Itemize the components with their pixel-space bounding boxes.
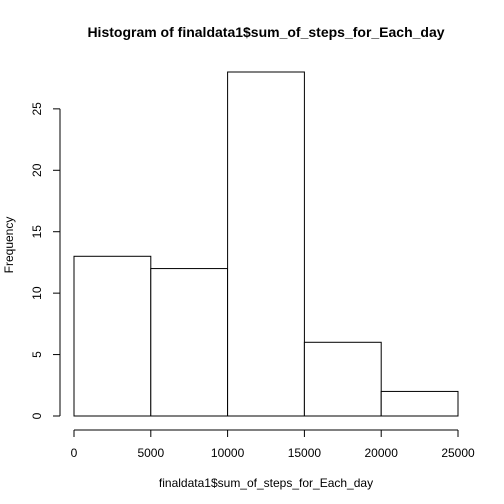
x-axis: 0 5000 10000 15000 20000 25000 [71, 429, 475, 460]
histogram-bar-0 [73, 255, 152, 417]
y-tick-label: 15 [30, 225, 44, 239]
histogram-bar-1 [150, 268, 229, 417]
y-tick-label: 20 [30, 163, 44, 177]
histogram-bar-3 [303, 341, 382, 417]
histogram-bar-2 [227, 71, 305, 417]
x-axis-label: finaldata1$sum_of_steps_for_Each_day [159, 476, 373, 490]
y-axis: 0 5 10 15 20 25 [30, 102, 61, 419]
x-tick-label: 20000 [365, 446, 399, 460]
x-tick-label: 25000 [441, 446, 475, 460]
chart-title: Histogram of finaldata1$sum_of_steps_for… [87, 24, 444, 40]
y-axis-label: Frequency [2, 217, 16, 274]
x-tick-label: 10000 [211, 446, 245, 460]
y-tick-label: 5 [30, 351, 44, 358]
x-tick-label: 5000 [137, 446, 164, 460]
histogram-bar-4 [380, 390, 459, 417]
y-tick-label: 25 [30, 102, 44, 116]
histogram-bars [73, 71, 459, 417]
x-tick-label: 0 [71, 446, 78, 460]
y-tick-label: 10 [30, 286, 44, 300]
x-tick-label: 15000 [288, 446, 322, 460]
y-tick-label: 0 [30, 412, 44, 419]
